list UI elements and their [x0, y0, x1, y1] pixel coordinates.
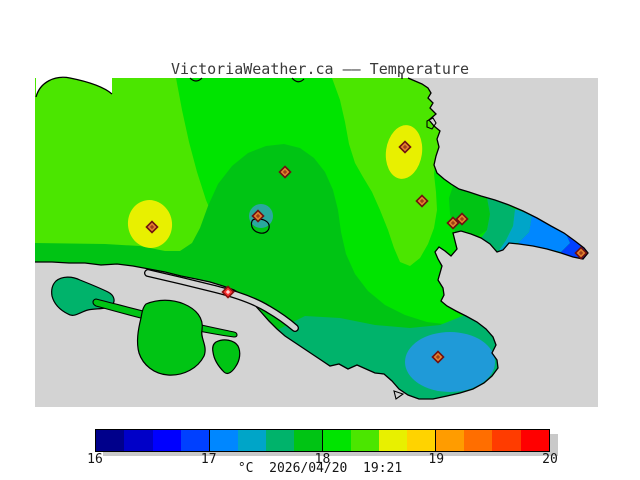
colorbar-tick	[208, 430, 210, 451]
colorbar-tick	[322, 430, 323, 451]
colorbar	[95, 429, 550, 452]
island-south-mid	[212, 339, 241, 375]
coastline	[35, 77, 589, 400]
colorbar-tick-label: 17	[200, 452, 217, 467]
top-edge-coast-marks	[189, 74, 403, 83]
station-marker	[574, 246, 588, 260]
map-title: VictoriaWeather.ca —— Temperature	[170, 60, 469, 78]
colorbar-segment	[492, 430, 521, 451]
islet-south	[393, 390, 405, 400]
colorbar-segment	[435, 430, 465, 451]
island-south-west	[136, 299, 206, 376]
colorbar-tick-labels: 16 17 18 19 20	[87, 452, 558, 468]
colorbar-segment	[209, 430, 238, 451]
colorbar-segment	[322, 430, 351, 451]
colorbar-segment	[520, 430, 549, 451]
colorbar-segment	[265, 430, 295, 451]
station-marker	[278, 165, 292, 179]
station-marker	[251, 209, 265, 223]
band-17-50-peninsula	[481, 198, 515, 252]
station-marker	[455, 212, 469, 226]
band-17-25-peninsula	[498, 209, 532, 252]
band-18-25-right-lobe	[332, 78, 440, 266]
colorbar-tick-label: 18	[314, 452, 331, 467]
station-marker	[415, 194, 429, 208]
colorbar-segment	[180, 430, 210, 451]
colorbar-segment	[379, 430, 408, 451]
colorbar-segment	[294, 430, 323, 451]
colorbar-segment	[152, 430, 181, 451]
station-marker	[446, 216, 460, 230]
colorbar-segment	[96, 430, 125, 451]
station-marker	[431, 350, 445, 364]
units-datetime-label: °C 2026/04/20 19:21	[237, 461, 403, 476]
colorbar-segment	[350, 430, 380, 451]
colorbar-segment	[464, 430, 493, 451]
cool-blob-southeast	[405, 332, 495, 392]
station-marker	[398, 140, 412, 154]
station-marker	[221, 285, 235, 299]
band-17-75-peninsula	[449, 186, 490, 236]
colorbar-segment	[407, 430, 436, 451]
colorbar-segment	[124, 430, 153, 451]
station-markers	[145, 140, 588, 364]
colorbar-segment	[237, 430, 266, 451]
colorbar-tick-label: 20	[542, 452, 558, 467]
colorbar-tick-label: 19	[428, 452, 445, 467]
inlet-channel-water	[145, 270, 298, 331]
lagoon-outline	[426, 117, 437, 130]
island-arc-fill	[36, 77, 112, 97]
colorbar-tick	[435, 430, 437, 451]
station-marker	[145, 220, 159, 234]
colorbar-tick-label: 16	[87, 452, 103, 467]
band-17-00-peninsula	[518, 215, 570, 252]
island-arc-outline	[35, 76, 113, 98]
